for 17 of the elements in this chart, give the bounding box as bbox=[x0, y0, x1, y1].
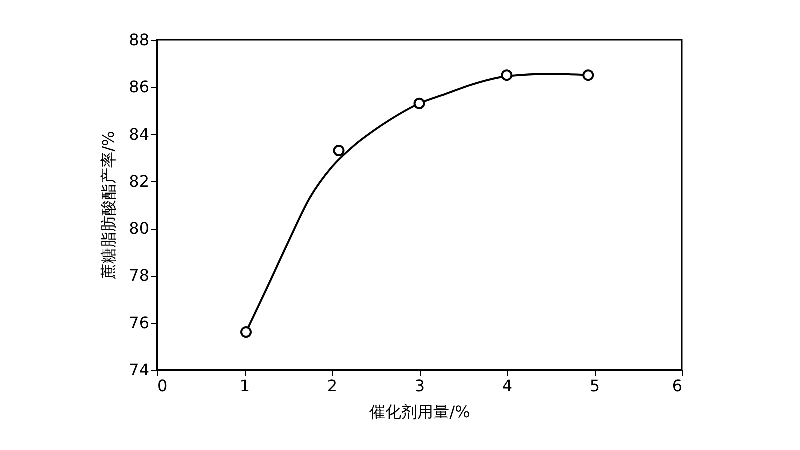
y-tick-label: 84 bbox=[129, 124, 150, 144]
y-tick-label: 76 bbox=[129, 313, 150, 332]
x-tick-label: 4 bbox=[502, 376, 513, 396]
y-tick-label: 82 bbox=[129, 172, 150, 191]
y-tick-label: 74 bbox=[129, 360, 150, 380]
y-tick-label: 80 bbox=[129, 219, 150, 238]
y-axis-title: 蔗糖脂肪酸酯产率/% bbox=[99, 131, 118, 280]
y-tick-label: 78 bbox=[129, 266, 150, 286]
y-tick-label: 88 bbox=[129, 30, 150, 50]
x-axis-title: 催化剂用量/% bbox=[370, 402, 470, 422]
y-tick-label: 86 bbox=[129, 78, 150, 97]
x-tick-label: 6 bbox=[672, 376, 682, 396]
x-tick-label: 1 bbox=[240, 376, 250, 396]
x-tick-label: 3 bbox=[414, 376, 426, 396]
x-tick-label: 5 bbox=[590, 376, 600, 396]
x-tick-label: 2 bbox=[327, 376, 338, 396]
x-tick-label: 0 bbox=[158, 376, 168, 396]
